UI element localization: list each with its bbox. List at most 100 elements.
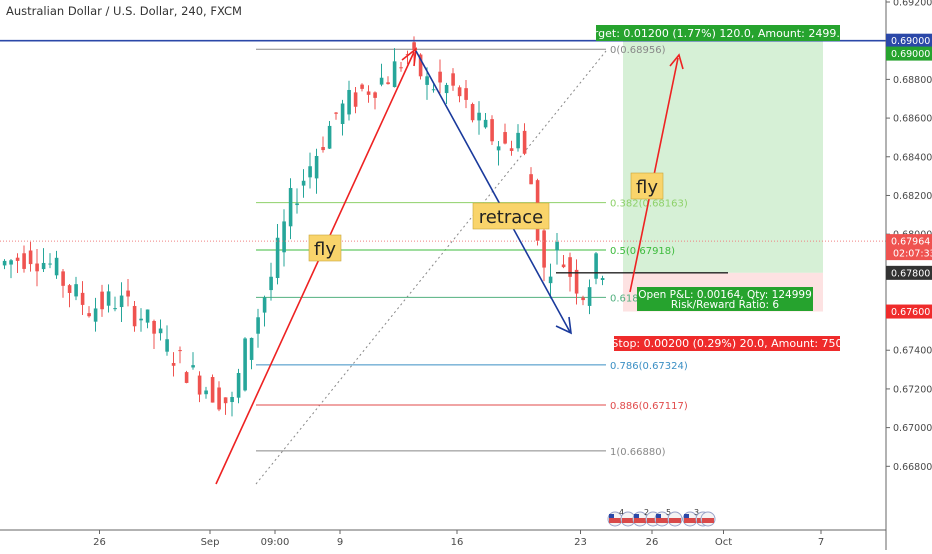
event-flag-2[interactable]: 5	[654, 508, 683, 527]
candle-23	[152, 319, 156, 350]
price-axis[interactable]: 0.69200 0.69000 0.68800 0.68600 0.68400 0.682…	[885, 0, 932, 550]
x-tick-2: 09:00	[261, 537, 290, 548]
label-fly-2[interactable]: fly	[630, 172, 664, 200]
candle-85	[555, 233, 559, 265]
y-tick-11: 0.67000	[893, 423, 932, 434]
candle-79	[516, 124, 520, 152]
candle-72	[470, 102, 475, 123]
candle-30	[197, 371, 202, 403]
candle-45	[295, 188, 299, 214]
svg-text:0.67800: 0.67800	[891, 268, 930, 279]
arrow-down-retrace[interactable]	[415, 50, 572, 335]
y-tick-4: 0.68400	[893, 152, 932, 163]
label-retrace-text: retrace	[479, 207, 544, 228]
x-tick-7: Oct	[715, 537, 732, 548]
x-tick-1: Sep	[201, 537, 220, 548]
current-price-value: 0.67964	[891, 237, 930, 248]
candle-29	[191, 352, 195, 370]
rr-label-text: Risk/Reward Ratio: 6	[671, 299, 780, 311]
candle-20	[132, 300, 137, 332]
candle-54	[353, 87, 358, 114]
axis-marker-0: 0.69000	[886, 33, 932, 48]
time-axis[interactable]: 26 Sep 09:00 9 16 23 26 Oct 7	[0, 529, 886, 548]
candle-80	[522, 123, 527, 156]
candle-73	[477, 101, 481, 135]
candle-77	[503, 123, 507, 145]
candle-46	[301, 169, 306, 198]
candle-49	[321, 136, 325, 153]
candle-38	[249, 337, 254, 370]
candle-58	[379, 63, 384, 87]
candle-47	[308, 152, 312, 189]
stop-label[interactable]: Stop: 0.00200 (0.29%) 20.0, Amount: 750	[611, 336, 843, 351]
candle-26	[171, 352, 176, 377]
y-tick-3: 0.68600	[893, 114, 932, 125]
fib-retracement[interactable]: 0(0.68956)0.382(0.68163)0.5(0.67918)0.61…	[256, 45, 688, 458]
stop-label-text: Stop: 0.00200 (0.29%) 20.0, Amount: 750	[611, 337, 842, 350]
axis-marker-1: 0.69000	[886, 46, 932, 61]
candle-2	[15, 253, 20, 273]
fib-trend-line[interactable]	[255, 50, 607, 485]
candle-1	[9, 259, 13, 279]
label-fly-2-text: fly	[636, 177, 658, 198]
label-fly-1[interactable]: fly	[308, 234, 342, 262]
pnl-label[interactable]: Open P&L: 0.00164, Qty: 124999 Risk/Rewa…	[637, 287, 813, 311]
arrow-up-1[interactable]	[215, 47, 418, 485]
countdown: 02:07:33	[893, 249, 932, 260]
event-count-2: 5	[666, 508, 671, 517]
candle-51	[334, 112, 338, 120]
target-label[interactable]: Target: 0.01200 (1.77%) 120.0, Amount: 2…	[581, 25, 854, 41]
y-tick-10: 0.67200	[893, 384, 932, 395]
candle-11	[74, 276, 78, 301]
axis-marker-2: 0.67800	[886, 265, 932, 280]
fib-label-6: 1(0.66880)	[610, 447, 666, 458]
candle-50	[327, 121, 332, 149]
fib-label-1: 0.382(0.68163)	[610, 199, 688, 210]
candle-27	[178, 346, 182, 364]
candle-36	[236, 368, 241, 404]
x-tick-5: 23	[574, 537, 587, 548]
candle-7	[48, 253, 52, 269]
candle-33	[217, 381, 221, 412]
candle-87	[568, 252, 572, 292]
candle-32	[210, 374, 215, 403]
candle-10	[67, 283, 72, 308]
svg-text:0.67600: 0.67600	[891, 307, 930, 318]
svg-text:0.69000: 0.69000	[891, 36, 930, 47]
x-tick-4: 16	[451, 537, 464, 548]
candle-39	[256, 308, 260, 348]
candle-68	[444, 82, 449, 105]
x-tick-8: 7	[818, 537, 824, 548]
candle-6	[41, 248, 46, 273]
target-label-text: Target: 0.01200 (1.77%) 120.0, Amount: 2…	[581, 27, 854, 40]
candle-86	[561, 254, 566, 269]
target-zone[interactable]	[623, 40, 823, 273]
chart-title: Australian Dollar / U.S. Dollar, 240, FX…	[6, 4, 242, 18]
candle-90	[587, 279, 592, 315]
y-tick-5: 0.68200	[893, 191, 932, 202]
candle-43	[282, 209, 286, 267]
candle-34	[223, 397, 228, 415]
candle-25	[165, 325, 169, 356]
candle-14	[93, 297, 98, 332]
candle-15	[100, 284, 104, 317]
candle-84	[548, 263, 553, 299]
label-retrace[interactable]: retrace	[472, 202, 550, 230]
economic-events[interactable]: 4 2 5 3	[607, 508, 716, 527]
x-tick-3: 9	[337, 537, 343, 548]
event-flag-0[interactable]: 4	[607, 508, 636, 527]
candle-91	[594, 251, 598, 285]
candle-66	[431, 84, 436, 93]
candle-19	[126, 279, 130, 307]
label-fly-1-text: fly	[314, 239, 336, 260]
candle-5	[35, 248, 39, 287]
event-count-1: 2	[644, 508, 649, 517]
candle-35	[230, 391, 234, 417]
candle-81	[529, 167, 533, 185]
x-tick-6: 26	[646, 537, 659, 548]
candle-88	[574, 259, 579, 305]
candle-55	[360, 83, 364, 92]
candle-60	[392, 48, 397, 88]
